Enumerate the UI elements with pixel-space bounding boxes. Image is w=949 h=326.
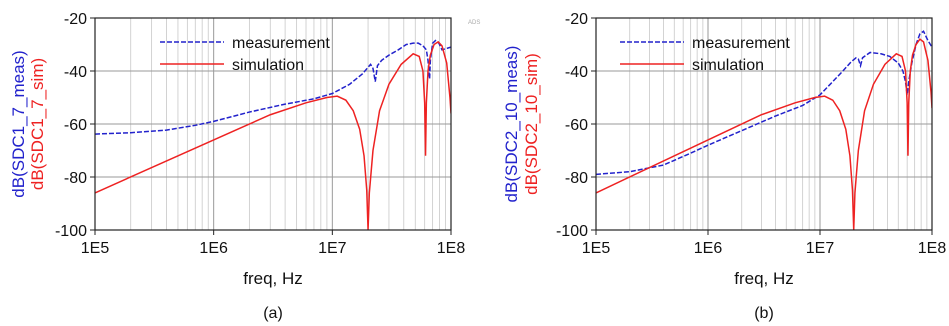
series-line-measurement	[596, 30, 932, 176]
legend-label-measurement: measurement	[232, 35, 330, 52]
x-tick-label: 1E5	[81, 240, 110, 257]
x-tick-label: 1E7	[806, 240, 835, 257]
panel-caption: (a)	[263, 305, 283, 322]
y-tick-label: -20	[565, 11, 588, 28]
series-line-measurement	[95, 39, 451, 135]
x-tick-label: 1E8	[437, 240, 466, 257]
y-axis-label-measured: dB(SDC1_7_meas)	[9, 50, 28, 197]
y-tick-label: -80	[64, 170, 87, 187]
watermark: ADS	[468, 20, 480, 26]
x-tick-label: 1E7	[318, 240, 347, 257]
x-tick-label: 1E6	[199, 240, 228, 257]
y-tick-label: -100	[556, 223, 588, 240]
y-tick-label: -80	[565, 170, 588, 187]
series-line-simulation	[95, 40, 451, 230]
y-tick-label: -60	[565, 117, 588, 134]
x-tick-label: 1E8	[918, 240, 947, 257]
x-tick-label: 1E6	[694, 240, 723, 257]
legend-label-measurement: measurement	[692, 35, 790, 52]
y-tick-label: -60	[64, 117, 87, 134]
series-line-simulation	[596, 38, 932, 230]
y-axis-label-measured: dB(SDC2_10_meas)	[502, 46, 521, 203]
legend-label-simulation: simulation	[692, 57, 764, 74]
x-axis-label: freq, Hz	[243, 269, 303, 288]
panel-caption: (b)	[754, 305, 774, 322]
y-tick-label: -40	[565, 64, 588, 81]
y-axis-label-simulated: dB(SDC1_7_sim)	[28, 58, 47, 190]
x-tick-label: 1E5	[582, 240, 611, 257]
y-tick-label: -100	[55, 223, 87, 240]
x-axis-label: freq, Hz	[734, 269, 794, 288]
legend-label-simulation: simulation	[232, 57, 304, 74]
y-tick-label: -20	[64, 11, 87, 28]
y-axis-label-simulated: dB(SDC2_10_sim)	[522, 53, 541, 195]
y-tick-label: -40	[64, 64, 87, 81]
